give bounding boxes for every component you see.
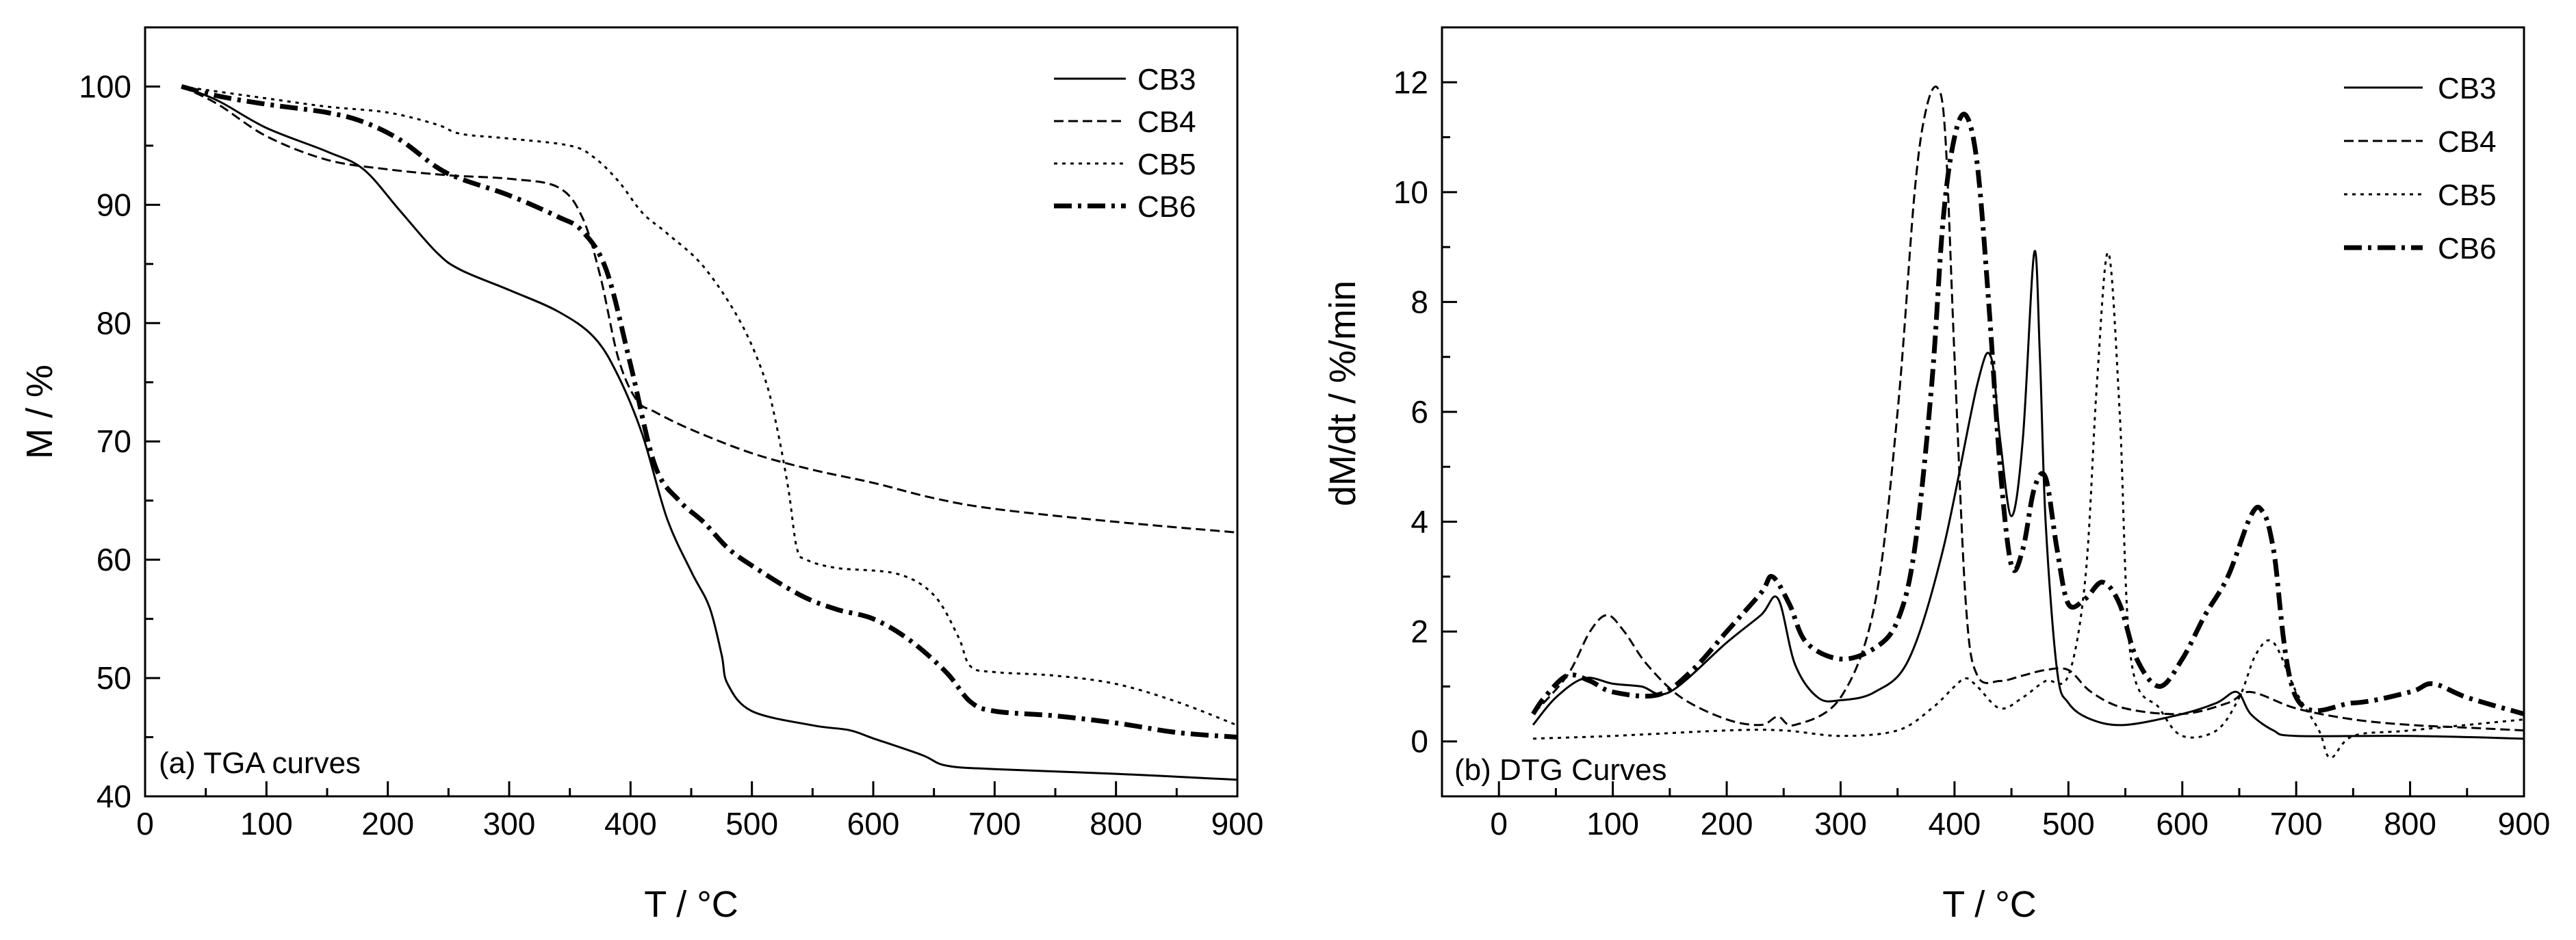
x-tick-label: 0 <box>136 806 154 841</box>
tga-y-axis: 40 50 60 70 80 90 100 <box>79 26 160 814</box>
dtg-x-axis-label: T / °C <box>1942 884 2037 925</box>
x-tick-label: 900 <box>1211 806 1264 841</box>
x-tick-label: 300 <box>483 806 536 841</box>
y-tick-label: 80 <box>96 305 131 341</box>
legend-label-cb5: CB5 <box>2438 179 2497 212</box>
tga-series-group <box>181 84 1238 781</box>
y-tick-label: 60 <box>96 542 131 577</box>
dtg-legend: CB3 CB4 CB5 CB6 <box>2344 72 2497 265</box>
tga-x-axis: 0 100 200 300 400 500 600 700 800 900 <box>136 781 1263 841</box>
y-tick-label: 8 <box>1411 284 1428 319</box>
x-tick-label: 200 <box>361 806 414 841</box>
tga-panel: 40 50 60 70 80 90 100 0 100 200 300 400 500 600 700 80… <box>19 26 1263 925</box>
x-tick-label: 700 <box>2270 806 2323 841</box>
series-line-cb4 <box>181 86 1238 534</box>
series-line-cb4 <box>1532 86 2525 732</box>
x-tick-label: 600 <box>847 806 900 841</box>
y-tick-label: 6 <box>1411 394 1428 430</box>
series-line-cb6 <box>1531 112 2525 716</box>
x-tick-label: 300 <box>1814 806 1867 841</box>
legend-label-cb3: CB3 <box>2438 72 2497 105</box>
legend-label-cb4: CB4 <box>2438 125 2497 159</box>
y-tick-label: 4 <box>1411 504 1428 540</box>
legend-label-cb5: CB5 <box>1137 148 1196 181</box>
legend-label-cb4: CB4 <box>1137 105 1196 139</box>
legend-label-cb6: CB6 <box>1137 190 1196 224</box>
y-tick-label: 10 <box>1393 174 1428 210</box>
x-tick-label: 900 <box>2498 806 2551 841</box>
x-tick-label: 400 <box>604 806 657 841</box>
x-tick-label: 400 <box>1929 806 1981 841</box>
y-tick-label: 70 <box>96 423 131 459</box>
x-tick-label: 100 <box>1586 806 1639 841</box>
x-tick-label: 0 <box>1490 806 1508 841</box>
dtg-series-group <box>1531 86 2525 759</box>
y-tick-label: 50 <box>96 660 131 696</box>
series-line-cb5 <box>181 86 1238 727</box>
series-line-cb3 <box>181 86 1238 781</box>
series-line-cb3 <box>1532 250 2525 740</box>
dtg-y-axis-label: dM/dt / %/min <box>1322 280 1363 506</box>
series-line-cb6 <box>181 84 1238 740</box>
dtg-panel-label: (b) DTG Curves <box>1454 753 1666 787</box>
legend-label-cb3: CB3 <box>1137 63 1196 96</box>
x-tick-label: 600 <box>2156 806 2208 841</box>
x-tick-label: 700 <box>968 806 1021 841</box>
tga-y-axis-label: M / % <box>19 365 60 459</box>
y-tick-label: 2 <box>1411 614 1428 649</box>
legend-label-cb6: CB6 <box>2438 232 2497 265</box>
y-tick-label: 12 <box>1393 64 1428 100</box>
tga-x-axis-label: T / °C <box>644 884 738 925</box>
dtg-panel: 0 2 4 6 8 10 12 0 100 200 300 400 500 600 700 800 900 C… <box>1322 26 2551 925</box>
tga-panel-label: (a) TGA curves <box>159 746 361 780</box>
dtg-y-axis: 0 2 4 6 8 10 12 <box>1393 26 1457 798</box>
y-tick-label: 40 <box>96 779 131 814</box>
y-tick-label: 90 <box>96 187 131 222</box>
x-tick-label: 200 <box>1701 806 1753 841</box>
tga-plot-frame <box>144 26 1239 798</box>
x-tick-label: 800 <box>2384 806 2436 841</box>
tga-legend: CB3 CB4 CB5 CB6 <box>1054 63 1196 224</box>
y-tick-label: 0 <box>1411 724 1428 759</box>
y-tick-label: 100 <box>79 68 131 104</box>
x-tick-label: 100 <box>240 806 293 841</box>
x-tick-label: 800 <box>1090 806 1142 841</box>
x-tick-label: 500 <box>725 806 778 841</box>
x-tick-label: 500 <box>2042 806 2095 841</box>
dtg-x-axis: 0 100 200 300 400 500 600 700 800 900 <box>1441 781 2551 841</box>
